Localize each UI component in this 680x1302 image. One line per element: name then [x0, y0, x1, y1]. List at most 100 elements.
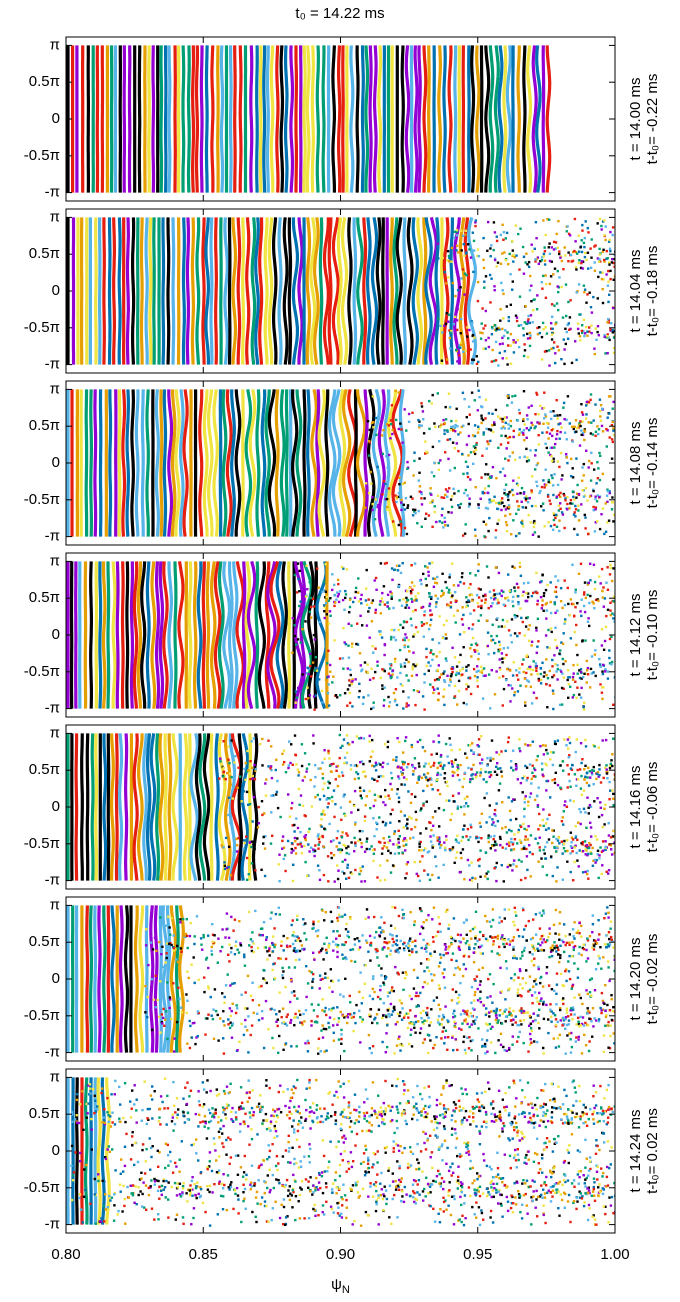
orbit-point	[448, 487, 451, 490]
orbit-point	[585, 669, 589, 672]
orbit-point	[568, 507, 571, 510]
orbit-point	[579, 787, 583, 790]
orbit-point	[339, 746, 342, 749]
orbit-point	[341, 744, 344, 748]
orbit-point	[462, 646, 465, 649]
orbit-stripe	[516, 45, 521, 193]
orbit-point	[412, 836, 415, 839]
orbit-point	[383, 669, 386, 673]
orbit-point	[549, 627, 553, 630]
orbit-point	[510, 641, 513, 644]
orbit-point	[563, 804, 566, 807]
orbit-point	[345, 846, 348, 850]
orbit-point	[589, 805, 593, 808]
orbit-point	[526, 616, 529, 619]
orbit-stripe	[93, 905, 97, 1053]
orbit-point	[536, 599, 539, 603]
orbit-point	[454, 423, 457, 427]
orbit-point	[299, 641, 302, 644]
orbit-point	[364, 482, 368, 485]
orbit-stripe	[169, 905, 178, 1053]
orbit-point	[547, 1031, 550, 1035]
orbit-point	[250, 945, 253, 949]
orbit-point	[601, 999, 605, 1003]
orbit-point	[316, 934, 319, 938]
orbit-point	[470, 986, 474, 989]
orbit-point	[220, 844, 223, 847]
orbit-point	[496, 598, 499, 602]
orbit-point	[522, 492, 526, 495]
orbit-point	[296, 1016, 299, 1019]
orbit-point	[458, 993, 461, 997]
orbit-point	[525, 427, 528, 430]
orbit-point	[565, 330, 568, 334]
orbit-point	[371, 1045, 375, 1048]
orbit-point	[465, 669, 468, 672]
orbit-stripe	[245, 217, 251, 365]
orbit-point	[346, 667, 349, 670]
orbit-point	[597, 334, 600, 337]
orbit-point	[549, 446, 552, 450]
y-tick-label: -0.5π	[24, 663, 60, 680]
orbit-point	[395, 759, 398, 762]
orbit-point	[580, 429, 583, 432]
orbit-point	[604, 502, 607, 505]
orbit-point	[336, 945, 339, 948]
orbit-point	[319, 1050, 322, 1053]
orbit-stripe	[190, 217, 195, 365]
orbit-point	[519, 607, 522, 610]
orbit-point	[595, 859, 598, 862]
orbit-point	[403, 638, 406, 642]
orbit-point	[429, 609, 432, 612]
orbit-point	[516, 991, 519, 994]
orbit-point	[399, 623, 402, 627]
orbit-point	[509, 818, 512, 822]
orbit-point	[349, 673, 352, 677]
orbit-point	[579, 610, 582, 613]
orbit-point	[597, 775, 600, 778]
orbit-point	[483, 280, 486, 283]
orbit-point	[447, 392, 451, 395]
orbit-point	[604, 352, 607, 355]
orbit-point	[461, 835, 465, 839]
orbit-stripe	[386, 389, 398, 537]
orbit-point	[413, 860, 416, 864]
orbit-point	[222, 1052, 226, 1055]
orbit-point	[612, 804, 615, 807]
orbit-point	[360, 669, 363, 673]
orbit-point	[608, 1047, 612, 1050]
orbit-point	[404, 497, 408, 500]
orbit-point	[582, 1024, 586, 1027]
orbit-point	[557, 349, 561, 352]
time-label: t = 14.04 ms	[627, 250, 644, 333]
orbit-point	[447, 511, 450, 514]
orbit-point	[409, 590, 413, 593]
orbit-point	[414, 512, 417, 515]
orbit-point	[533, 247, 536, 250]
orbit-point	[456, 834, 459, 837]
orbit-point	[512, 604, 515, 608]
orbit-point	[549, 524, 553, 528]
orbit-point	[207, 985, 210, 988]
orbit-point	[407, 790, 410, 793]
orbit-point	[166, 1022, 169, 1025]
orbit-point	[314, 666, 318, 670]
orbit-point	[434, 425, 437, 429]
orbit-point	[474, 446, 477, 449]
orbit-point	[495, 861, 498, 865]
orbit-point	[482, 433, 485, 436]
orbit-stripe	[235, 561, 245, 709]
orbit-point	[574, 504, 577, 508]
orbit-point	[601, 507, 605, 510]
orbit-point	[468, 497, 471, 500]
orbit-point	[294, 846, 297, 850]
orbit-point	[585, 826, 588, 829]
orbit-point	[548, 813, 551, 816]
orbit-point	[590, 238, 593, 241]
orbit-stripe	[234, 389, 242, 537]
orbit-point	[461, 606, 464, 609]
orbit-point	[310, 605, 313, 609]
orbit-point	[302, 603, 305, 606]
orbit-point	[253, 763, 256, 767]
orbit-point	[510, 829, 513, 833]
